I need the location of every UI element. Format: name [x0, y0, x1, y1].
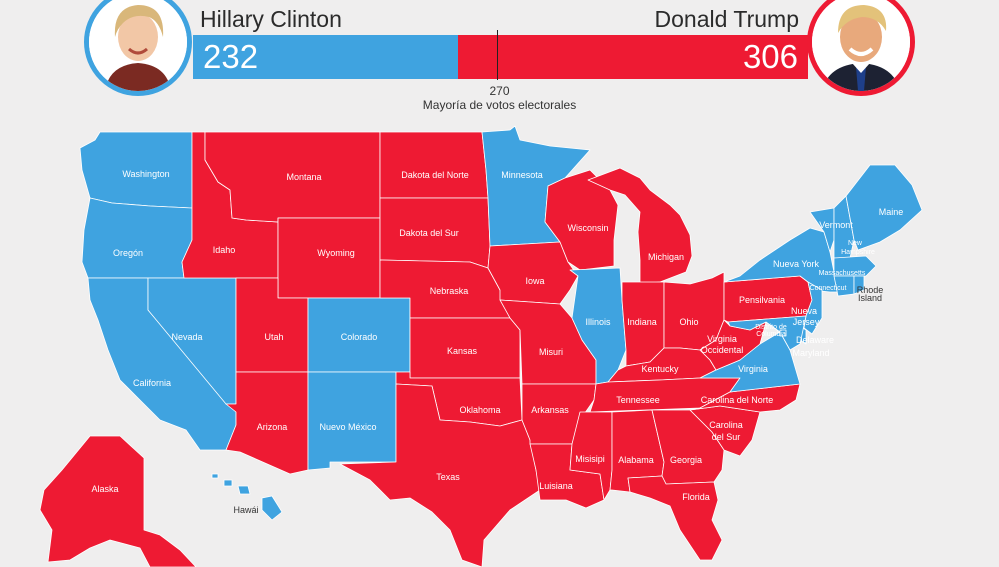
majority-marker-line — [497, 30, 498, 80]
state-oregon[interactable] — [81, 197, 193, 279]
label-dc-2: Columbia — [756, 331, 786, 338]
label-iowa: Iowa — [525, 276, 544, 286]
state-texas[interactable] — [339, 383, 541, 567]
state-vermont[interactable] — [809, 207, 835, 253]
label-california: California — [133, 378, 171, 388]
label-colorado: Colorado — [341, 332, 378, 342]
label-utah: Utah — [264, 332, 283, 342]
label-oregon: Oregón — [113, 248, 143, 258]
label-north-carolina: Carolina del Norte — [701, 395, 774, 405]
label-florida: Florida — [682, 492, 710, 502]
label-new-mexico: Nuevo México — [319, 422, 376, 432]
label-virginia: Virginia — [738, 364, 768, 374]
label-mississippi: Misisipi — [575, 454, 605, 464]
state-michigan[interactable] — [587, 167, 693, 285]
label-massachusetts: Massachusetts — [819, 270, 866, 277]
label-maryland: Maryland — [792, 348, 829, 358]
label-indiana: Indiana — [627, 317, 657, 327]
label-texas: Texas — [436, 472, 460, 482]
state-dc[interactable] — [779, 329, 787, 337]
label-south-carolina-2: del Sur — [712, 432, 741, 442]
label-minnesota: Minnesota — [501, 170, 543, 180]
clinton-name: Hillary Clinton — [200, 6, 342, 32]
label-north-dakota: Dakota del Norte — [401, 170, 469, 180]
label-tennessee: Tennessee — [616, 395, 660, 405]
state-kansas[interactable] — [409, 317, 521, 379]
label-new-hampshire-1: New — [848, 240, 863, 247]
label-new-jersey-1: Nueva — [791, 306, 817, 316]
clinton-vote-count: 232 — [203, 38, 259, 75]
label-new-jersey-2: Jersey — [793, 317, 820, 327]
label-georgia: Georgia — [670, 455, 702, 465]
label-pennsylvania: Pensilvania — [739, 295, 785, 305]
label-wisconsin: Wisconsin — [567, 223, 608, 233]
label-montana: Montana — [286, 172, 321, 182]
label-rhode-island-1: Rhode — [857, 285, 884, 295]
label-arizona: Arizona — [257, 422, 288, 432]
label-nebraska: Nebraska — [430, 286, 469, 296]
trump-vote-count: 306 — [742, 38, 798, 75]
label-west-virginia-1: Virginia — [707, 334, 737, 344]
state-florida[interactable] — [627, 475, 723, 561]
label-kansas: Kansas — [447, 346, 478, 356]
trump-name: Donald Trump — [654, 6, 799, 32]
label-west-virginia-2: Occidental — [701, 345, 744, 355]
label-arkansas: Arkansas — [531, 405, 569, 415]
trump-portrait — [807, 0, 915, 96]
state-maine[interactable] — [845, 164, 923, 251]
clinton-portrait — [84, 0, 192, 96]
label-missouri: Misuri — [539, 347, 563, 357]
trump-vote-bar: 306 — [458, 35, 808, 79]
clinton-vote-bar: 232 — [193, 35, 458, 79]
clinton-photo-icon — [89, 0, 187, 91]
label-oklahoma: Oklahoma — [459, 405, 500, 415]
majority-label: Mayoría de votos electorales — [422, 98, 577, 112]
label-washington: Washington — [122, 169, 169, 179]
state-new-jersey[interactable] — [803, 281, 823, 335]
label-louisiana: Luisiana — [539, 481, 573, 491]
label-wyoming: Wyoming — [317, 248, 354, 258]
label-michigan: Michigan — [648, 252, 684, 262]
state-hawaii[interactable] — [211, 473, 283, 521]
label-connecticut: Connecticut — [810, 285, 847, 292]
majority-number: 270 — [489, 84, 510, 98]
label-dc-1: Distrito de — [755, 324, 787, 331]
state-north-dakota[interactable] — [379, 131, 489, 199]
label-hawaii: Hawái — [233, 505, 258, 515]
label-south-carolina-1: Carolina — [709, 420, 743, 430]
label-rhode-island-2: Island — [858, 293, 882, 303]
label-delaware: Delaware — [796, 335, 834, 345]
state-alaska[interactable] — [39, 435, 197, 567]
label-ohio: Ohio — [679, 317, 698, 327]
label-new-hampshire-2: Hampshire — [841, 249, 875, 256]
state-massachusetts[interactable] — [833, 255, 877, 277]
label-idaho: Idaho — [213, 245, 236, 255]
label-alabama: Alabama — [618, 455, 654, 465]
label-alaska: Alaska — [91, 484, 118, 494]
label-kentucky: Kentucky — [641, 364, 679, 374]
trump-photo-icon — [812, 0, 910, 91]
label-nevada: Nevada — [171, 332, 202, 342]
label-illinois: Illinois — [585, 317, 611, 327]
label-maine: Maine — [879, 207, 904, 217]
label-new-york: Nueva York — [773, 259, 820, 269]
label-vermont: Vermont — [819, 220, 853, 230]
state-new-mexico[interactable] — [307, 371, 397, 471]
state-wyoming[interactable] — [277, 217, 381, 299]
state-wisconsin[interactable] — [544, 169, 619, 271]
state-rhode-island[interactable] — [853, 275, 865, 295]
label-south-dakota: Dakota del Sur — [399, 228, 459, 238]
